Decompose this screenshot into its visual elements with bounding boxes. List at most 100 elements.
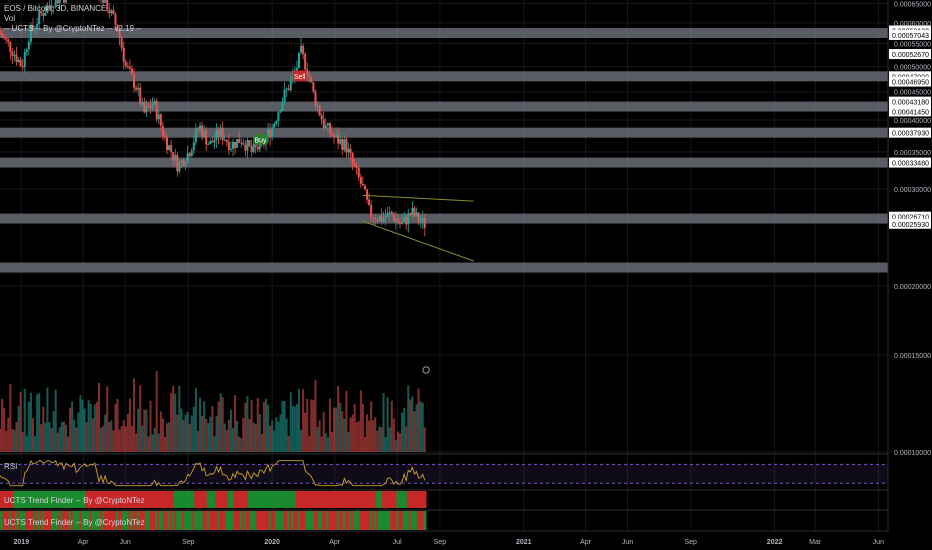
volume-bar <box>71 401 74 452</box>
volume-bar <box>186 412 189 452</box>
trend-bar <box>64 491 68 508</box>
candle <box>380 208 383 226</box>
candle <box>417 212 420 225</box>
sell-signal: Sell <box>292 70 307 82</box>
volume-bar <box>345 390 348 452</box>
price-label: 0.00026710 <box>889 211 931 222</box>
trend-bar <box>307 491 311 508</box>
trend-bar <box>365 491 369 508</box>
sr-zone <box>0 262 888 273</box>
candle <box>357 165 360 181</box>
candle <box>333 132 336 144</box>
price-label: 0.00052670 <box>889 49 931 60</box>
price-label-text: 0.00046950 <box>892 80 929 87</box>
y-tick-label: 0.00030000 <box>894 187 931 194</box>
volume-bar <box>357 421 360 452</box>
trend-bar <box>225 491 229 508</box>
candle <box>244 140 247 157</box>
volume-bar <box>56 432 59 452</box>
trend-bar <box>276 491 281 508</box>
candle <box>392 211 395 223</box>
trend-bar <box>182 511 186 530</box>
trend-bar <box>130 491 134 508</box>
trend-bar <box>305 511 309 530</box>
trend-bar <box>334 511 338 530</box>
volume-bar <box>75 427 78 452</box>
candle <box>139 82 142 106</box>
volume-bar <box>87 400 90 452</box>
trend-bar <box>126 491 130 508</box>
candle <box>326 122 329 133</box>
volume-bar <box>405 426 408 452</box>
trend-bar <box>47 511 52 530</box>
volume-bar <box>388 427 391 452</box>
candle <box>25 47 28 56</box>
volume-bar <box>215 416 218 452</box>
trend-bar <box>70 491 74 508</box>
trend-bar <box>351 491 355 508</box>
trend-bar <box>179 511 184 530</box>
candle <box>182 158 185 167</box>
candle <box>54 0 57 9</box>
trend-bar <box>215 491 219 508</box>
trend-bar <box>124 511 128 530</box>
volume-bar <box>289 392 292 452</box>
symbol-title: EOS / Bitcoin, 3D, BINANCE <box>4 4 107 13</box>
trend-bar <box>245 491 250 508</box>
volume-bar <box>211 406 214 452</box>
volume-bar <box>1 398 4 452</box>
trend-bar <box>371 511 375 530</box>
trend-bar <box>47 491 52 508</box>
volume-bar <box>413 411 416 452</box>
trend-bar <box>313 511 318 530</box>
trend-bar <box>17 491 21 508</box>
trend-bar <box>316 491 320 508</box>
volume-bar <box>281 401 284 452</box>
candle <box>308 70 311 83</box>
volume-bar <box>231 427 234 452</box>
volume-bar <box>285 418 288 452</box>
trend-bar <box>159 511 163 530</box>
volume-bar <box>366 414 369 452</box>
candle <box>353 158 356 168</box>
candle <box>407 209 410 233</box>
trend-bar <box>332 511 336 530</box>
trend-bar <box>318 491 322 508</box>
trend-bar <box>29 491 33 508</box>
trend-bar <box>410 511 415 530</box>
trend-bar <box>144 511 149 530</box>
trend-bar <box>167 491 171 508</box>
volume-bar <box>9 384 12 452</box>
price-label: 0.00025930 <box>889 218 931 229</box>
trend-bar <box>412 511 417 530</box>
volume-bar <box>157 433 160 452</box>
trend-bar <box>4 511 8 530</box>
candle <box>38 4 41 31</box>
trend-bar <box>388 511 392 530</box>
trend-bar <box>196 491 200 508</box>
volume-bar <box>368 420 371 452</box>
candle <box>405 214 408 231</box>
volume-bar <box>258 413 261 452</box>
volume-bar <box>262 402 265 452</box>
trend-bar <box>417 491 421 508</box>
volume-bar <box>203 401 206 452</box>
volume-bar <box>145 409 148 452</box>
trend-bar <box>177 511 182 530</box>
candle <box>236 138 239 149</box>
volume-bar <box>141 425 144 452</box>
volume-bar <box>310 399 313 452</box>
volume-bar <box>324 433 327 452</box>
candle <box>145 99 148 117</box>
trend-bar <box>50 491 54 508</box>
trend-bar <box>278 491 283 508</box>
candle <box>176 152 179 177</box>
trend-bar <box>0 491 4 508</box>
volume-bar <box>143 409 146 452</box>
trend-bar <box>118 511 122 530</box>
price-label-text: 0.00057043 <box>892 33 929 40</box>
volume-bar <box>316 427 319 452</box>
candle <box>137 82 140 97</box>
volume-bar <box>283 401 286 452</box>
